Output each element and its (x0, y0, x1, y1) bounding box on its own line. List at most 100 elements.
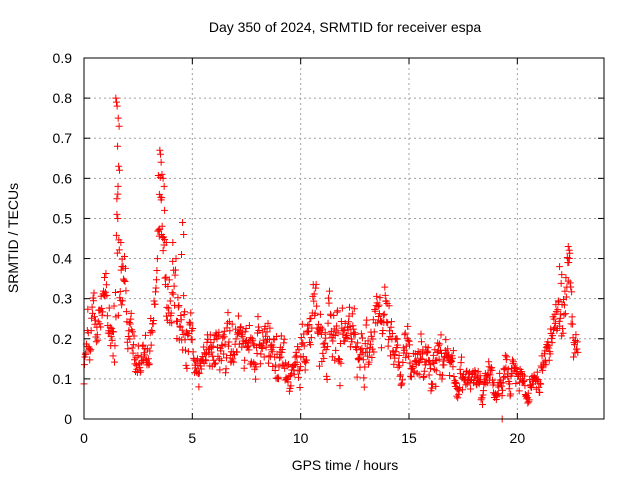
data-point (130, 341, 138, 349)
data-point (373, 292, 381, 300)
data-point (452, 380, 460, 388)
data-point (518, 368, 526, 376)
data-point (172, 266, 180, 274)
data-point (391, 354, 399, 362)
data-point (102, 269, 110, 277)
data-point (202, 357, 210, 365)
data-point (188, 336, 196, 344)
data-point (168, 319, 176, 327)
y-tick-label: 0.9 (53, 50, 73, 66)
y-tick-label: 0.5 (53, 210, 73, 226)
data-point (435, 342, 443, 350)
data-point (462, 381, 470, 389)
data-point (278, 346, 286, 354)
data-point (300, 342, 308, 350)
data-point (564, 243, 572, 251)
data-point (108, 336, 116, 344)
data-point (217, 357, 225, 365)
data-point (129, 328, 137, 336)
data-point (406, 341, 414, 349)
data-point (111, 342, 119, 350)
data-point (359, 349, 367, 357)
data-point (442, 336, 450, 344)
data-point (424, 344, 432, 352)
data-point (323, 376, 331, 384)
x-tick-label: 20 (510, 430, 526, 446)
data-point (545, 344, 553, 352)
data-point (450, 372, 458, 380)
data-point (179, 218, 187, 226)
data-point (114, 182, 122, 190)
data-point (152, 284, 160, 292)
data-point (116, 288, 124, 296)
data-point (536, 388, 544, 396)
data-point (89, 309, 97, 317)
data-point (293, 352, 301, 360)
data-point (363, 316, 371, 324)
data-point (570, 353, 578, 361)
data-point (163, 303, 171, 311)
data-point (435, 355, 443, 363)
data-point (86, 356, 94, 364)
data-point (444, 345, 452, 353)
data-point (448, 354, 456, 362)
y-tick-label: 0.8 (53, 90, 73, 106)
data-point (182, 361, 190, 369)
data-point (479, 387, 487, 395)
data-point (148, 328, 156, 336)
data-point (174, 294, 182, 302)
data-point (242, 324, 250, 332)
plot-border (83, 57, 605, 420)
data-point (114, 311, 122, 319)
data-point (322, 334, 330, 342)
data-point (296, 384, 304, 392)
data-point (161, 235, 169, 243)
data-point (417, 354, 425, 362)
y-tick-label: 0.3 (53, 291, 73, 307)
data-point (501, 351, 509, 359)
data-point (366, 340, 374, 348)
data-point (146, 347, 154, 355)
data-point (102, 281, 110, 289)
data-point (417, 330, 425, 338)
data-point (568, 288, 576, 296)
data-point (167, 309, 175, 317)
data-point (275, 363, 283, 371)
data-point (126, 335, 134, 343)
data-point (147, 341, 155, 349)
data-point (157, 158, 165, 166)
data-point (162, 239, 170, 247)
data-point (419, 346, 427, 354)
data-point (467, 385, 475, 393)
data-point (125, 318, 133, 326)
data-point (212, 359, 220, 367)
data-point (368, 345, 376, 353)
data-point (158, 170, 166, 178)
data-point (541, 347, 549, 355)
data-point (226, 327, 234, 335)
data-point (375, 301, 383, 309)
data-point (494, 390, 502, 398)
data-point (405, 352, 413, 360)
data-point (334, 329, 342, 337)
y-tick-label: 0.4 (53, 251, 73, 267)
data-point (507, 390, 515, 398)
data-point (155, 190, 163, 198)
data-point (141, 331, 149, 339)
data-point (274, 375, 282, 383)
data-point (360, 374, 368, 382)
data-point (283, 362, 291, 370)
data-point (273, 332, 281, 340)
data-point (381, 283, 389, 291)
data-point (165, 276, 173, 284)
data-point (125, 327, 133, 335)
data-point (264, 319, 272, 327)
data-point (268, 348, 276, 356)
data-point (512, 380, 520, 388)
data-point (230, 358, 238, 366)
data-point (277, 332, 285, 340)
data-point (168, 289, 176, 297)
data-point (115, 122, 123, 130)
data-point (317, 330, 325, 338)
data-point (310, 290, 318, 298)
